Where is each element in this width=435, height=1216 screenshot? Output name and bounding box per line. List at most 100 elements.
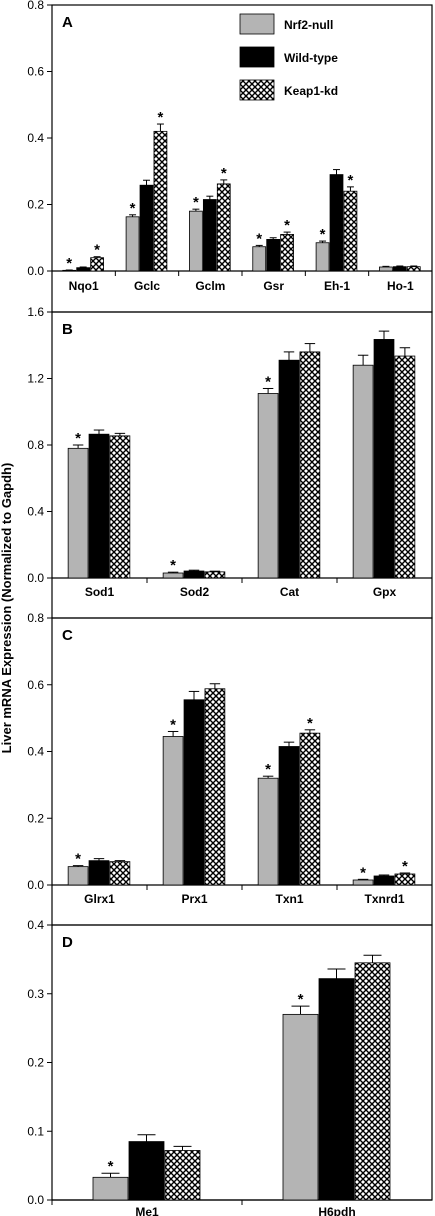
legend-label: Wild-type [284,51,338,65]
y-tick-label: 0.0 [27,571,44,585]
significance-star: * [75,851,81,868]
category-label: Txnrd1 [364,892,404,906]
bar-keap1-kd [354,962,391,1201]
panel-label: B [62,321,73,338]
category-label: Gclc [134,279,160,293]
bar-keap1-kd [153,130,168,272]
y-tick-label: 0.1 [27,1124,44,1138]
y-tick-label: 0.8 [27,611,44,625]
category-label: Nqo1 [69,279,99,293]
bar-keap1-kd [90,257,104,272]
significance-star: * [265,761,271,778]
bar-nrf2-null [162,736,184,886]
bar-wild-type [183,699,205,886]
bar-keap1-kd [109,861,131,886]
significance-star: * [170,716,176,733]
y-tick-label: 0.2 [27,198,44,212]
y-tick-label: 0.6 [27,65,44,79]
significance-star: * [348,172,354,189]
category-label: Eh-1 [324,279,350,293]
legend-swatch-wild-type [239,46,275,68]
bar-nrf2-null [67,447,89,579]
panel-label: C [62,627,73,644]
y-tick-label: 0.0 [27,1193,44,1207]
y-tick-label: 0.4 [27,131,44,145]
significance-star: * [66,255,72,272]
y-tick-label: 0.0 [27,264,44,278]
bar-nrf2-null [92,1176,129,1201]
category-label: Glrx1 [84,892,115,906]
y-tick-label: 0.6 [27,678,44,692]
category-label: Sod1 [85,585,115,599]
bar-nrf2-null [282,1013,319,1201]
bar-keap1-kd [204,688,226,886]
significance-star: * [221,165,227,182]
bar-nrf2-null [189,210,203,272]
bar-wild-type [318,978,355,1201]
bar-wild-type [202,199,217,272]
bar-keap1-kd [164,1150,201,1201]
bar-wild-type [139,184,154,272]
bar-nrf2-null [257,393,279,579]
bar-nrf2-null [352,364,374,579]
bar-nrf2-null [257,777,279,886]
y-tick-label: 0.3 [27,987,44,1001]
bar-keap1-kd [299,351,321,579]
y-tick-label: 0.8 [27,438,44,452]
bar-keap1-kd [343,190,358,272]
significance-star: * [158,109,164,126]
y-tick-label: 0.4 [27,745,44,759]
y-tick-label: 1.2 [27,372,44,386]
panel-d: 0.0 0.1 0.2 0.3 0.4 D Me1 * H6pdh * [27,918,433,1216]
category-label: Ho-1 [387,279,414,293]
category-label: Gpx [373,585,397,599]
legend-label: Keap1-kd [284,84,338,98]
bar-nrf2-null [252,246,267,272]
panel-label: D [62,934,73,951]
bar-wild-type [88,433,110,579]
bar-keap1-kd [394,355,416,579]
bar-wild-type [278,359,300,579]
significance-star: * [265,373,271,390]
panel-b: 0.0 0.4 0.8 1.2 1.6 B Sod1 * Sod2 * Cat * Gpx [27,305,433,619]
bar-wild-type [373,339,395,579]
y-tick-label: 0.4 [27,505,44,519]
bar-wild-type [329,174,344,272]
panel-label: A [62,14,73,31]
significance-star: * [170,557,176,574]
y-tick-label: 1.6 [27,305,44,319]
y-tick-label: 0.4 [27,918,44,932]
bar-keap1-kd [299,732,321,886]
bar-wild-type [392,266,407,272]
y-tick-label: 0.8 [27,0,44,12]
significance-star: * [108,1158,114,1175]
bar-keap1-kd [394,873,416,886]
legend-swatch-nrf2-null [239,13,275,35]
bar-keap1-kd [204,571,226,579]
bar-nrf2-null [379,266,393,272]
bar-wild-type [278,746,300,886]
significance-star: * [320,226,326,243]
significance-star: * [402,858,408,875]
significance-star: * [193,194,199,211]
bar-wild-type [266,239,281,272]
bar-keap1-kd [109,435,131,579]
significance-star: * [256,230,262,247]
legend-swatch-keap1-kd [239,79,275,101]
bar-keap1-kd [280,234,294,272]
y-axis-label: Liver mRNA Expression (Normalized to Gap… [0,463,14,754]
panels: 0.0 0.2 0.4 0.6 0.8 A Nqo1 * * Gclc * * Gclm * * Gsr * * E… [27,0,433,1216]
y-tick-label: 0.2 [27,1056,44,1070]
significance-star: * [298,991,304,1008]
significance-star: * [360,864,366,881]
bar-nrf2-null [125,216,140,272]
category-label: Prx1 [181,892,207,906]
category-label: H6pdh [318,1205,355,1216]
category-label: Cat [280,585,299,599]
legend-label: Nrf2-null [284,18,333,32]
category-label: Txn1 [275,892,303,906]
bar-wild-type [373,875,395,886]
panel-c: 0.0 0.2 0.4 0.6 0.8 C Glrx1 * Prx1 * Txn1 * * Txnrd1 *… [27,611,433,926]
category-label: Gclm [195,279,225,293]
bar-wild-type [183,570,205,579]
